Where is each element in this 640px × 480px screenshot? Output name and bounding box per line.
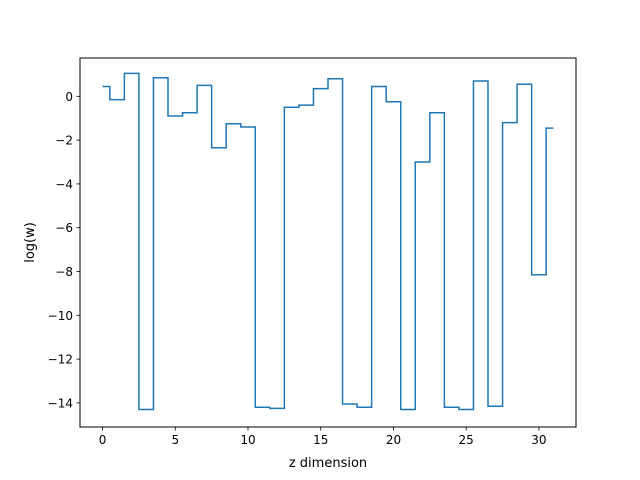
x-tick-label: 10 xyxy=(240,433,255,447)
y-tick-label: −12 xyxy=(48,353,73,367)
series-line xyxy=(102,72,554,411)
y-tick-label: −2 xyxy=(55,134,73,148)
y-tick-label: −6 xyxy=(55,221,73,235)
y-tick-label: −8 xyxy=(55,265,73,279)
x-tick-label: 30 xyxy=(531,433,546,447)
x-tick-label: 0 xyxy=(99,433,107,447)
x-axis-ticks: 0 5 10 15 20 25 30 xyxy=(99,427,547,447)
plot-area xyxy=(102,72,554,411)
x-tick-label: 25 xyxy=(459,433,474,447)
x-tick-label: 20 xyxy=(386,433,401,447)
axes-frame xyxy=(79,57,577,428)
y-tick-label: −10 xyxy=(48,309,73,323)
y-tick-label: −14 xyxy=(48,396,73,410)
y-axis-ticks: 0 −2 −4 −6 −8 −10 −12 −14 xyxy=(48,90,80,410)
y-axis-label: log(w) xyxy=(23,222,38,263)
y-tick-label: −4 xyxy=(55,177,73,191)
x-tick-label: 15 xyxy=(313,433,328,447)
x-axis-label: z dimension xyxy=(289,456,367,471)
x-tick-label: 5 xyxy=(171,433,179,447)
y-tick-label: 0 xyxy=(65,90,73,104)
